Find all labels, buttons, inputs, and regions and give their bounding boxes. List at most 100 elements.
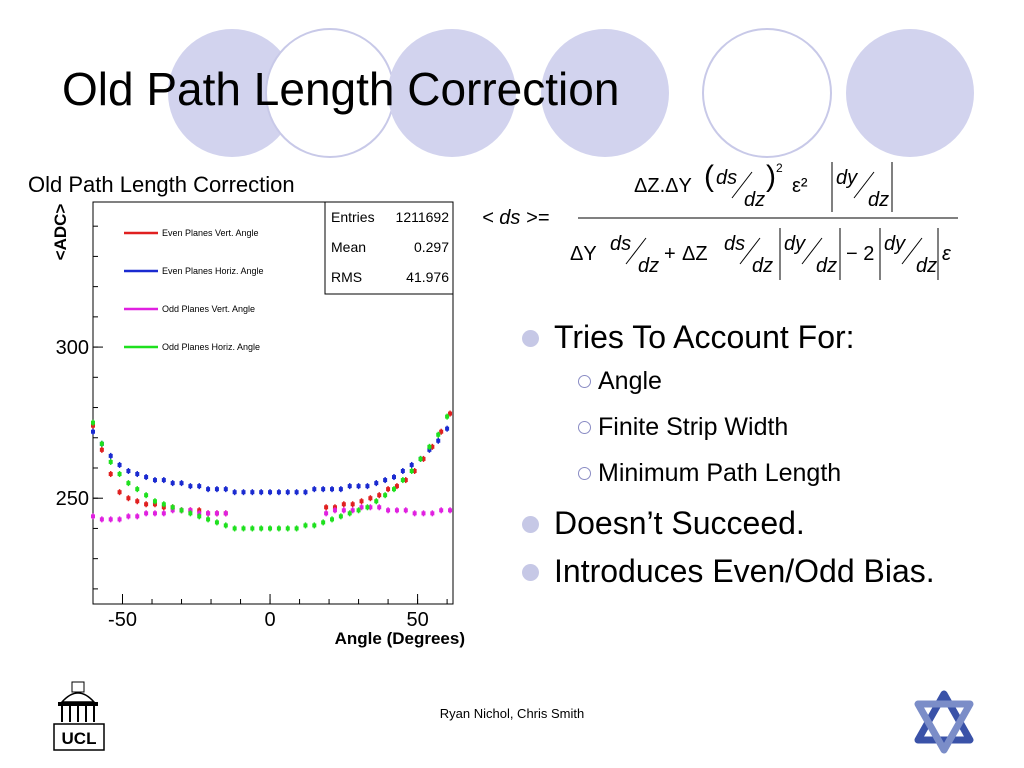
data-point [170,508,175,513]
data-point [377,493,382,498]
data-point [332,508,337,513]
bullet-text: Introduces Even/Odd Bias. [554,553,935,589]
formula: < ds >= ΔZ.ΔY ( ds dz ) 2 ε² dy dz ΔY ds… [482,160,958,280]
logo-base [58,702,98,706]
data-point [250,490,255,495]
data-point [285,526,290,531]
data-point [403,478,408,483]
data-point [391,487,396,492]
data-point [374,481,379,486]
data-point [117,517,122,522]
stats-rms-value: 41.976 [406,269,449,285]
data-point [144,493,149,498]
data-point [324,511,329,516]
bullet-dot-icon [522,330,539,347]
data-point [126,514,131,519]
data-point [206,487,211,492]
x-axis: -50 0 50 [92,594,448,631]
data-point [439,429,444,434]
data-point [427,447,432,452]
data-point [108,459,113,464]
data-point [241,490,246,495]
data-point [268,490,273,495]
data-point [232,490,237,495]
stats-entries-value: 1211692 [396,209,450,225]
slide-title: Old Path Length Correction [62,63,620,115]
data-point [91,423,95,428]
legend-label: Odd Planes Vert. Angle [162,304,255,314]
den-dz4: dz [916,255,937,277]
bullet-text: Doesn’t Succeed. [554,505,805,541]
data-point [285,490,290,495]
den-dY: ΔY [570,243,597,265]
legend-label: Odd Planes Horiz. Angle [162,342,260,352]
deco-circle-filled [541,29,669,157]
logo-cupola [71,681,85,693]
data-point [445,426,450,431]
data-point [161,511,166,516]
data-point [338,514,343,519]
data-point [430,511,435,516]
paren-open: ( [704,160,714,193]
slash [901,237,923,265]
data-point [126,496,131,501]
bullet-item: Introduces Even/Odd Bias. [520,552,1000,590]
num-dz-dy: ΔZ.ΔY [634,175,692,197]
data-point [276,526,281,531]
data-point [108,472,113,477]
data-point [436,438,441,443]
data-point [161,505,166,510]
data-point [386,487,391,492]
data-point [374,499,379,504]
data-point [197,514,202,519]
slash [739,237,761,265]
data-point [91,420,95,425]
data-point [391,475,396,480]
slash [625,237,647,265]
x-tick-label: 50 [406,609,428,631]
den-dZ: ΔZ [682,243,708,265]
data-point [144,502,149,507]
data-point [188,484,193,489]
num-ds: ds [716,167,737,189]
bullet-dot-icon [522,516,539,533]
data-point [359,499,364,504]
data-point [259,526,264,531]
data-point [368,505,373,510]
data-point [152,502,157,507]
bullet-ring-icon [578,421,591,434]
y-tick-label: 250 [56,488,89,510]
stats-frame [324,201,454,295]
bullet-item: Tries To Account For: [520,318,1000,356]
data-point [197,484,202,489]
data-point [439,508,444,513]
data-point [321,520,326,525]
data-point [383,493,388,498]
data-point [365,505,370,510]
den-dz2: dz [752,255,773,277]
data-point [232,526,237,531]
data-point [330,517,335,522]
data-point [409,469,414,474]
den-dy: dy [784,233,806,255]
data-point [241,526,246,531]
data-point [332,505,337,510]
data-point [394,508,399,513]
den-ds: ds [610,233,631,255]
slash [801,237,823,265]
data-point [400,478,405,483]
collaboration-logo [914,690,974,754]
data-point [108,453,113,458]
data-points [91,410,453,532]
data-point [161,478,166,483]
data-point [341,508,346,513]
stats-box: Entries 1211692 Mean 0.297 RMS 41.976 [324,201,454,295]
x-tick-label: -50 [108,609,137,631]
logo-triangle [914,700,974,754]
data-point [223,487,228,492]
data-point [436,432,441,437]
data-point [359,505,364,510]
y-axis-label: <ADC> [51,204,70,261]
legend-label: Even Planes Horiz. Angle [162,266,264,276]
data-point [188,511,193,516]
